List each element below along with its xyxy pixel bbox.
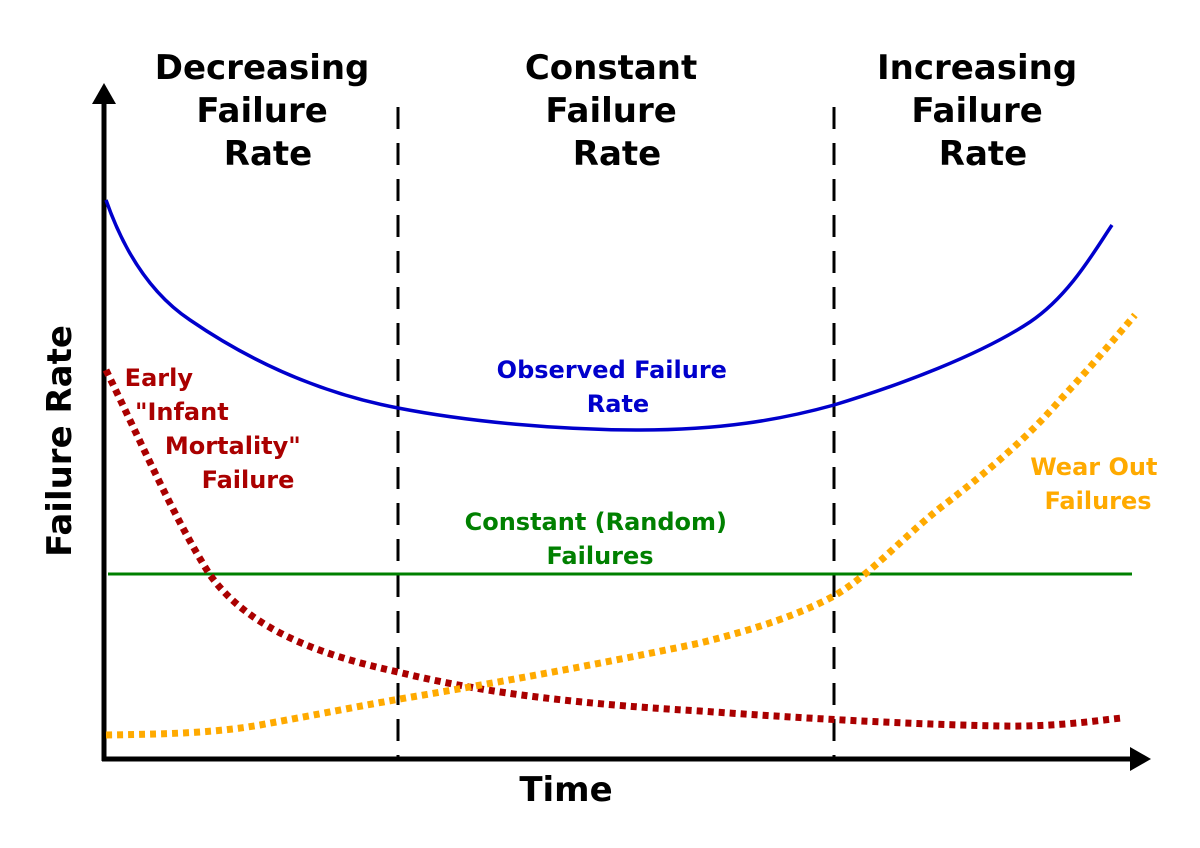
wear-out-label: Wear Out Failures (1030, 453, 1166, 515)
wear-out-curve (105, 312, 1138, 739)
observed-failure-curve (104, 199, 1114, 432)
x-axis-arrow (1130, 747, 1151, 771)
constant-failures-label: Constant (Random) Failures (465, 508, 736, 570)
y-axis-label: Failure Rate (40, 325, 80, 557)
y-axis-arrow (92, 83, 116, 104)
header-increasing: Increasing Failure Rate (877, 48, 1089, 174)
x-axis-label: Time (519, 770, 612, 810)
infant-mortality-curve (102, 368, 1123, 730)
infant-mortality-label: Early "Infant Mortality" Failure (125, 364, 309, 494)
header-constant: Constant Failure Rate (525, 48, 709, 174)
observed-failure-label: Observed Failure Rate (497, 356, 736, 418)
header-decreasing: Decreasing Failure Rate (155, 48, 382, 174)
